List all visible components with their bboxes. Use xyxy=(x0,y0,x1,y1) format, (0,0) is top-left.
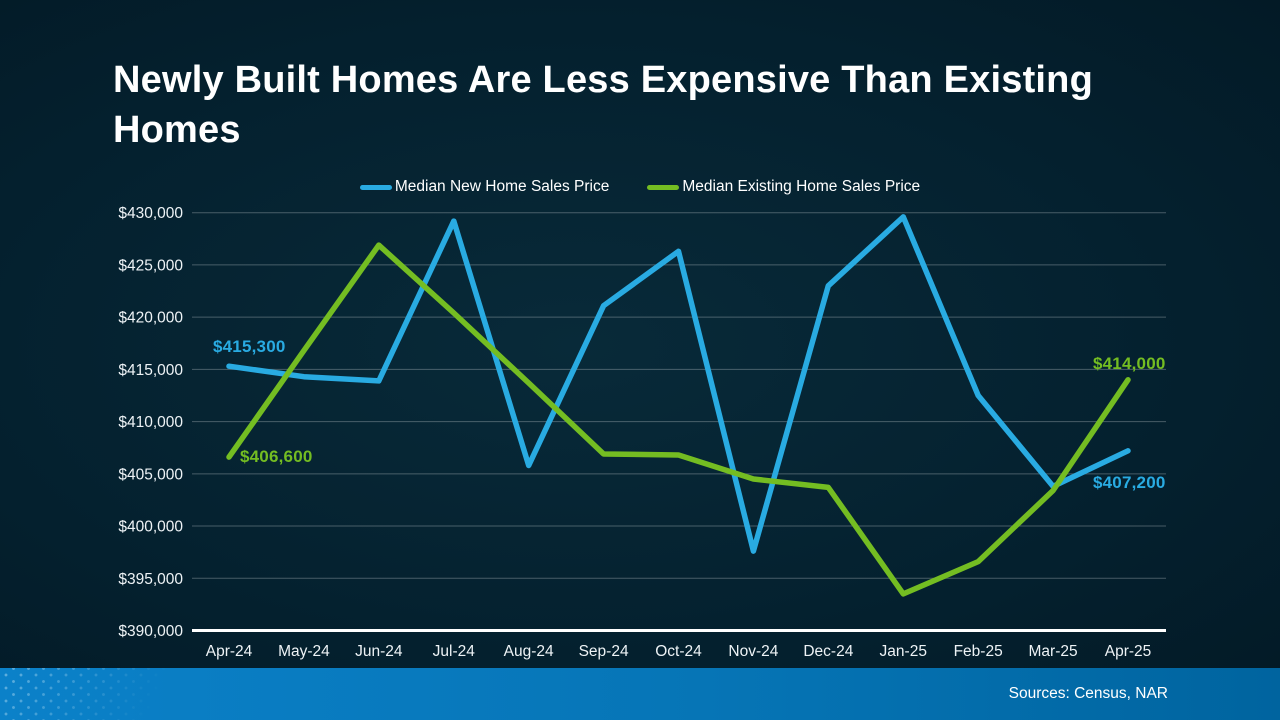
x-tick-label: Aug-24 xyxy=(504,643,554,660)
legend-item-existing-home: Median Existing Home Sales Price xyxy=(647,178,920,196)
x-tick-label: Nov-24 xyxy=(728,643,778,660)
x-tick-label: Sep-24 xyxy=(579,643,629,660)
legend-label-new-home: Median New Home Sales Price xyxy=(394,178,610,195)
legend-item-new-home: Median New Home Sales Price xyxy=(359,178,610,196)
x-tick-label: May-24 xyxy=(278,643,330,660)
x-tick-label: Apr-24 xyxy=(206,643,253,660)
x-tick-label: Jan-25 xyxy=(880,643,927,660)
x-tick-label: Dec-24 xyxy=(803,643,853,660)
data-label-new-end: $407,200 xyxy=(1093,473,1166,492)
data-label-new-start: $415,300 xyxy=(213,337,286,356)
footer-bar: Sources: Census, NAR xyxy=(0,668,1280,720)
y-tick-label: $395,000 xyxy=(118,571,183,588)
legend-label-existing-home: Median Existing Home Sales Price xyxy=(682,178,921,195)
data-label-existing-start: $406,600 xyxy=(240,447,313,466)
legend: Median New Home Sales Price Median Exist… xyxy=(0,178,1280,196)
data-label-existing-end: $414,000 xyxy=(1093,354,1166,373)
series-line-0 xyxy=(226,214,1131,554)
x-tick-label: Jun-24 xyxy=(355,643,403,660)
x-tick-label: Feb-25 xyxy=(954,643,1003,660)
x-tick-label: Oct-24 xyxy=(655,643,702,660)
y-tick-label: $390,000 xyxy=(118,623,183,640)
sources-text: Sources: Census, NAR xyxy=(1008,685,1168,702)
legend-swatch-existing-home xyxy=(647,184,680,190)
x-tick-label: Jul-24 xyxy=(433,643,476,660)
y-tick-label: $400,000 xyxy=(118,519,183,536)
x-tick-label: Apr-25 xyxy=(1105,643,1152,660)
y-tick-label: $425,000 xyxy=(118,257,183,274)
x-tick-label: Mar-25 xyxy=(1029,643,1078,660)
series-line-1 xyxy=(226,242,1131,597)
y-tick-label: $410,000 xyxy=(118,414,183,431)
y-tick-label: $415,000 xyxy=(118,362,183,379)
y-tick-label: $420,000 xyxy=(118,310,183,327)
y-tick-label: $430,000 xyxy=(118,205,183,222)
legend-swatch-new-home xyxy=(359,184,392,190)
chart-title: Newly Built Homes Are Less Expensive Tha… xyxy=(113,59,1094,151)
y-tick-label: $405,000 xyxy=(118,466,183,483)
